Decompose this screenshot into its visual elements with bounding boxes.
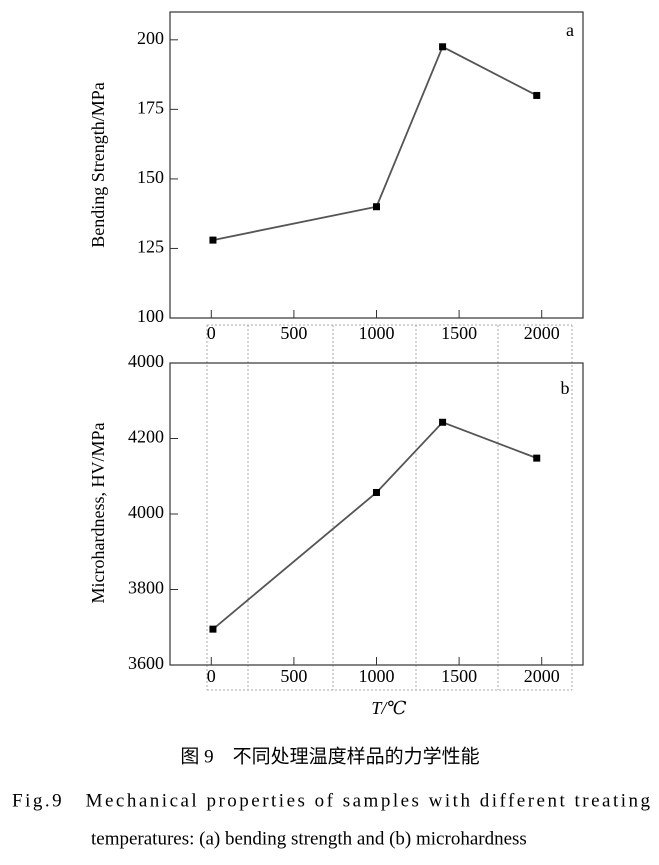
data-point — [209, 625, 217, 633]
x-tick-label: 0 — [207, 323, 216, 343]
data-point — [373, 488, 380, 496]
data-line — [212, 421, 538, 630]
y-axis-label: Bending Strength/MPa — [88, 82, 108, 248]
data-point — [439, 418, 447, 426]
data-point — [533, 91, 541, 99]
plot-frame — [169, 362, 584, 666]
y-tick-label: 175 — [137, 97, 164, 117]
data-point — [439, 43, 447, 51]
y-axis-label: Microhardness, HV/MPa — [88, 423, 108, 604]
caption-en: Fig.9 Mechanical properties of samples w… — [12, 790, 651, 811]
x-tick-label: 1500 — [441, 323, 477, 343]
data-point — [373, 203, 380, 211]
x-axis-label: T/℃ — [371, 698, 406, 718]
panel-label: a — [566, 20, 574, 40]
label-boxes — [206, 324, 573, 691]
caption-en: temperatures: (a) bending strength and (… — [91, 828, 527, 849]
y-tick-label: 4000 — [128, 502, 164, 522]
x-tick-label: 1500 — [441, 666, 477, 686]
y-tick-label: 200 — [137, 28, 164, 48]
x-tick-label: 500 — [280, 323, 307, 343]
panel-label: b — [561, 378, 570, 398]
data-point — [533, 454, 541, 462]
x-tick-label: 0 — [207, 666, 216, 686]
y-tick-label: 4000 — [128, 351, 164, 371]
y-tick-label: 3600 — [128, 653, 164, 673]
x-tick-label: 1000 — [359, 323, 395, 343]
y-tick-label: 150 — [137, 167, 164, 187]
x-tick-label: 2000 — [524, 323, 560, 343]
y-tick-label: 100 — [137, 306, 164, 326]
x-tick-label: 500 — [280, 666, 307, 686]
data-line — [212, 45, 538, 241]
data-point — [209, 236, 217, 244]
y-tick-label: 4200 — [128, 427, 164, 447]
x-tick-label: 2000 — [524, 666, 560, 686]
plot-frame — [169, 11, 584, 319]
x-tick-label: 1000 — [359, 666, 395, 686]
caption-cn: 图 9 不同处理温度样品的力学性能 — [180, 745, 479, 767]
y-tick-label: 3800 — [128, 578, 164, 598]
y-tick-label: 125 — [137, 237, 164, 257]
